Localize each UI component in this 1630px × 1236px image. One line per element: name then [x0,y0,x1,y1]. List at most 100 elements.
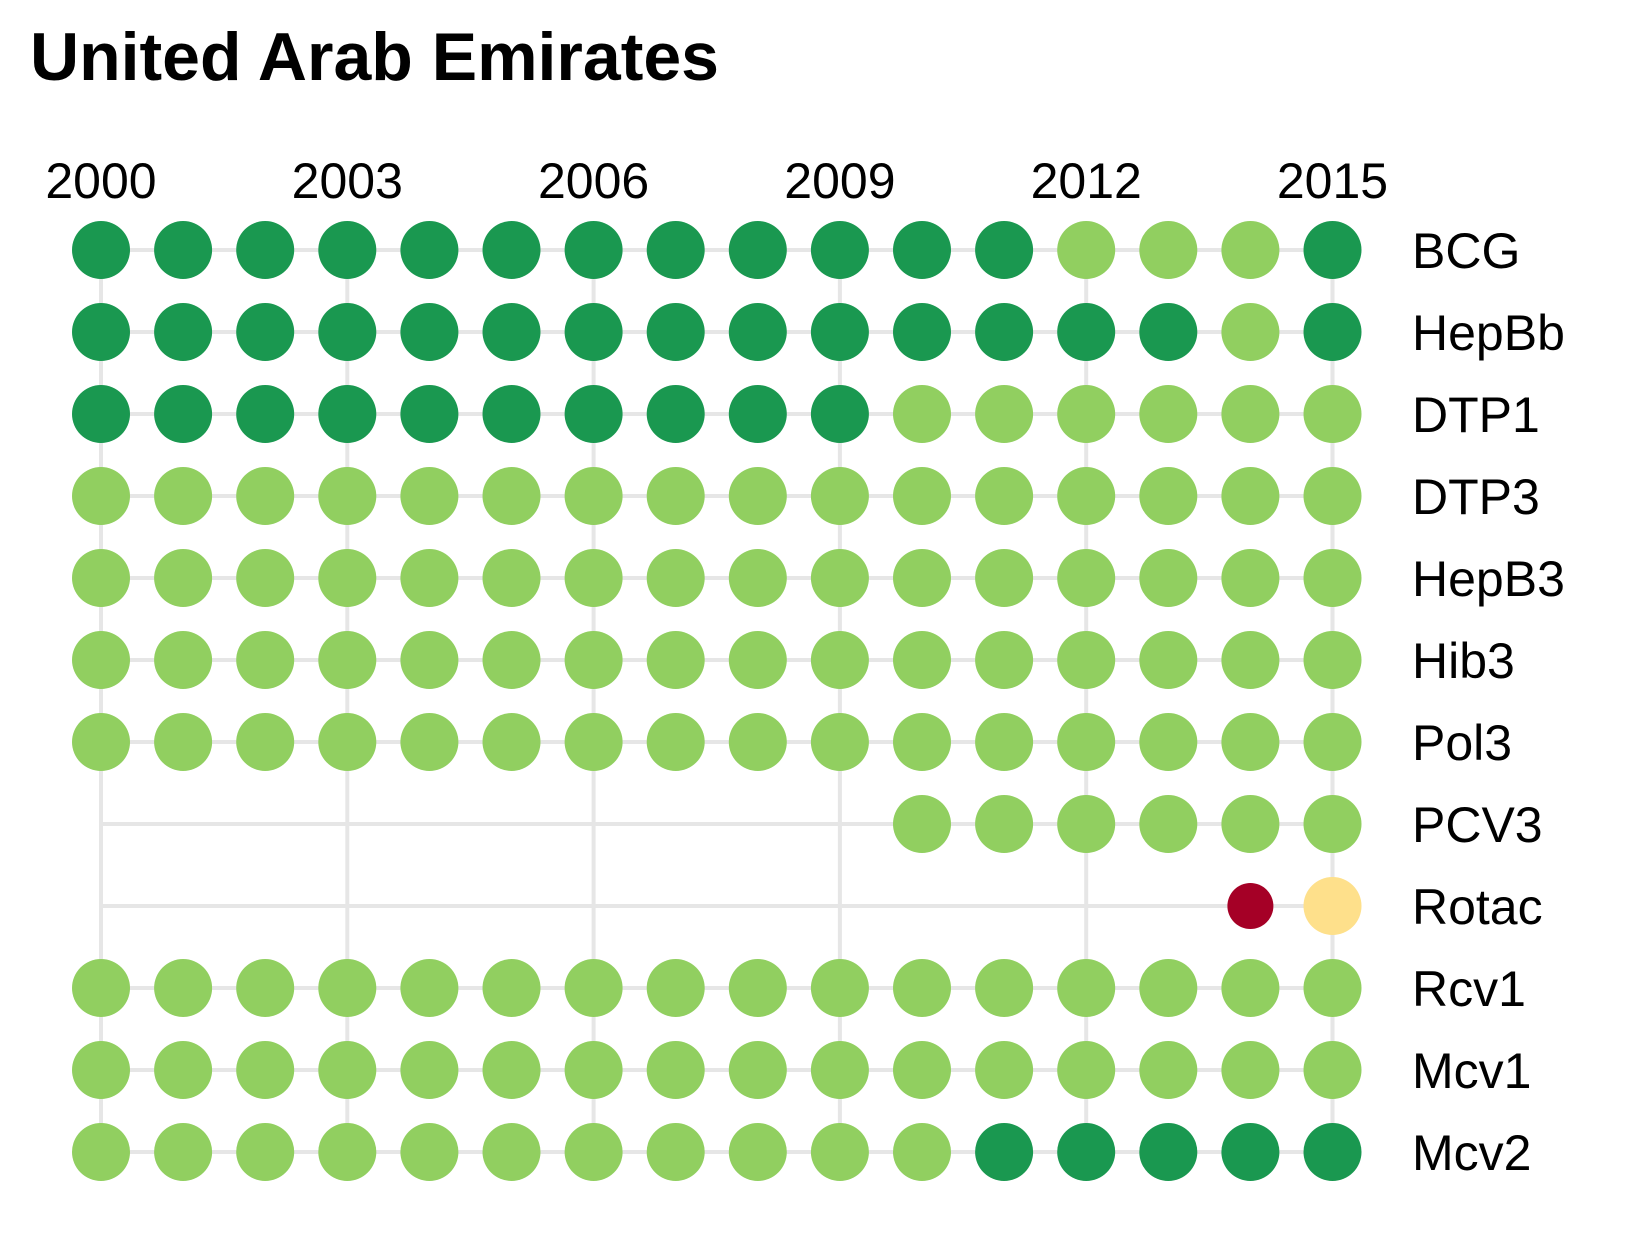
coverage-dot [810,303,869,361]
coverage-dot [1057,549,1116,607]
coverage-dot [482,549,541,607]
coverage-dot [1221,1041,1280,1099]
coverage-dot [893,549,951,607]
coverage-dot [318,385,377,443]
coverage-dot [318,221,377,279]
coverage-dot [400,959,459,1017]
coverage-dot [975,959,1034,1017]
coverage-dot [1221,631,1280,689]
coverage-dot [975,303,1034,361]
coverage-dot [1303,877,1362,935]
coverage-dot [810,631,869,689]
coverage-dot [1139,713,1198,771]
coverage-dot [1221,549,1280,607]
coverage-dot [646,1041,705,1099]
coverage-dot [564,303,623,361]
coverage-dot [318,467,377,525]
coverage-dot [318,713,377,771]
coverage-dot [400,221,459,279]
coverage-dot [154,303,213,361]
coverage-dot [1221,303,1280,361]
coverage-dot [893,795,951,853]
coverage-dot [72,1123,130,1181]
coverage-dot [646,713,705,771]
coverage-dot [400,549,459,607]
vaccine-label: Pol3 [1412,715,1512,771]
coverage-dot [1139,959,1198,1017]
coverage-dot [482,1041,541,1099]
coverage-dot [646,303,705,361]
coverage-dot [1303,1123,1362,1181]
coverage-dot [482,385,541,443]
coverage-dot [564,549,623,607]
coverage-dot [400,467,459,525]
coverage-dot [400,303,459,361]
chart-title: United Arab Emirates [30,19,719,95]
coverage-dot [1139,549,1198,607]
coverage-dot [236,385,295,443]
coverage-dot [400,1123,459,1181]
coverage-dot [893,467,951,525]
coverage-dot [72,385,130,443]
coverage-dot [1303,549,1362,607]
coverage-dot [400,713,459,771]
coverage-dot [1303,1041,1362,1099]
coverage-dot [728,631,787,689]
coverage-dot [72,1041,130,1099]
coverage-dot [482,959,541,1017]
coverage-dot [154,631,213,689]
year-tick-label: 2009 [784,153,895,209]
coverage-dot [72,713,130,771]
coverage-dot [564,467,623,525]
coverage-dot [236,1123,295,1181]
coverage-dot [728,1123,787,1181]
coverage-dot [646,221,705,279]
coverage-dot [975,467,1034,525]
coverage-dot [400,385,459,443]
coverage-dot [318,631,377,689]
coverage-dot [564,959,623,1017]
coverage-dot [646,467,705,525]
coverage-dot [564,713,623,771]
coverage-dot [975,631,1034,689]
coverage-dot [236,549,295,607]
vaccine-label: Mcv1 [1412,1043,1531,1099]
vaccine-label: BCG [1412,223,1520,279]
coverage-dot [318,549,377,607]
coverage-dot [154,1041,213,1099]
coverage-dot [564,1123,623,1181]
coverage-dot [893,713,951,771]
coverage-dot [975,1041,1034,1099]
year-tick-label: 2015 [1277,153,1388,209]
coverage-dot [1221,795,1280,853]
coverage-dot [810,385,869,443]
coverage-dot [810,467,869,525]
coverage-dot [1221,1123,1280,1181]
coverage-dot [482,713,541,771]
coverage-dot [318,1123,377,1181]
coverage-dot [728,549,787,607]
coverage-dot [1303,959,1362,1017]
coverage-dot [810,549,869,607]
coverage-dot [564,221,623,279]
coverage-dot [975,1123,1034,1181]
coverage-dot [1221,959,1280,1017]
coverage-dot [893,385,951,443]
year-tick-label: 2003 [292,153,403,209]
vaccine-label: HepB3 [1412,551,1565,607]
vaccine-label: DTP1 [1412,387,1540,443]
vaccine-label: Rotac [1412,879,1543,935]
coverage-dot [1057,631,1116,689]
coverage-dot [482,467,541,525]
vaccine-label: DTP3 [1412,469,1540,525]
coverage-dot [564,631,623,689]
coverage-dot [1057,959,1116,1017]
coverage-dot [154,713,213,771]
coverage-dot [646,549,705,607]
coverage-dot [1221,467,1280,525]
coverage-dot [564,385,623,443]
coverage-dot [72,631,130,689]
coverage-dot [482,221,541,279]
coverage-dot [810,221,869,279]
coverage-dot [728,303,787,361]
